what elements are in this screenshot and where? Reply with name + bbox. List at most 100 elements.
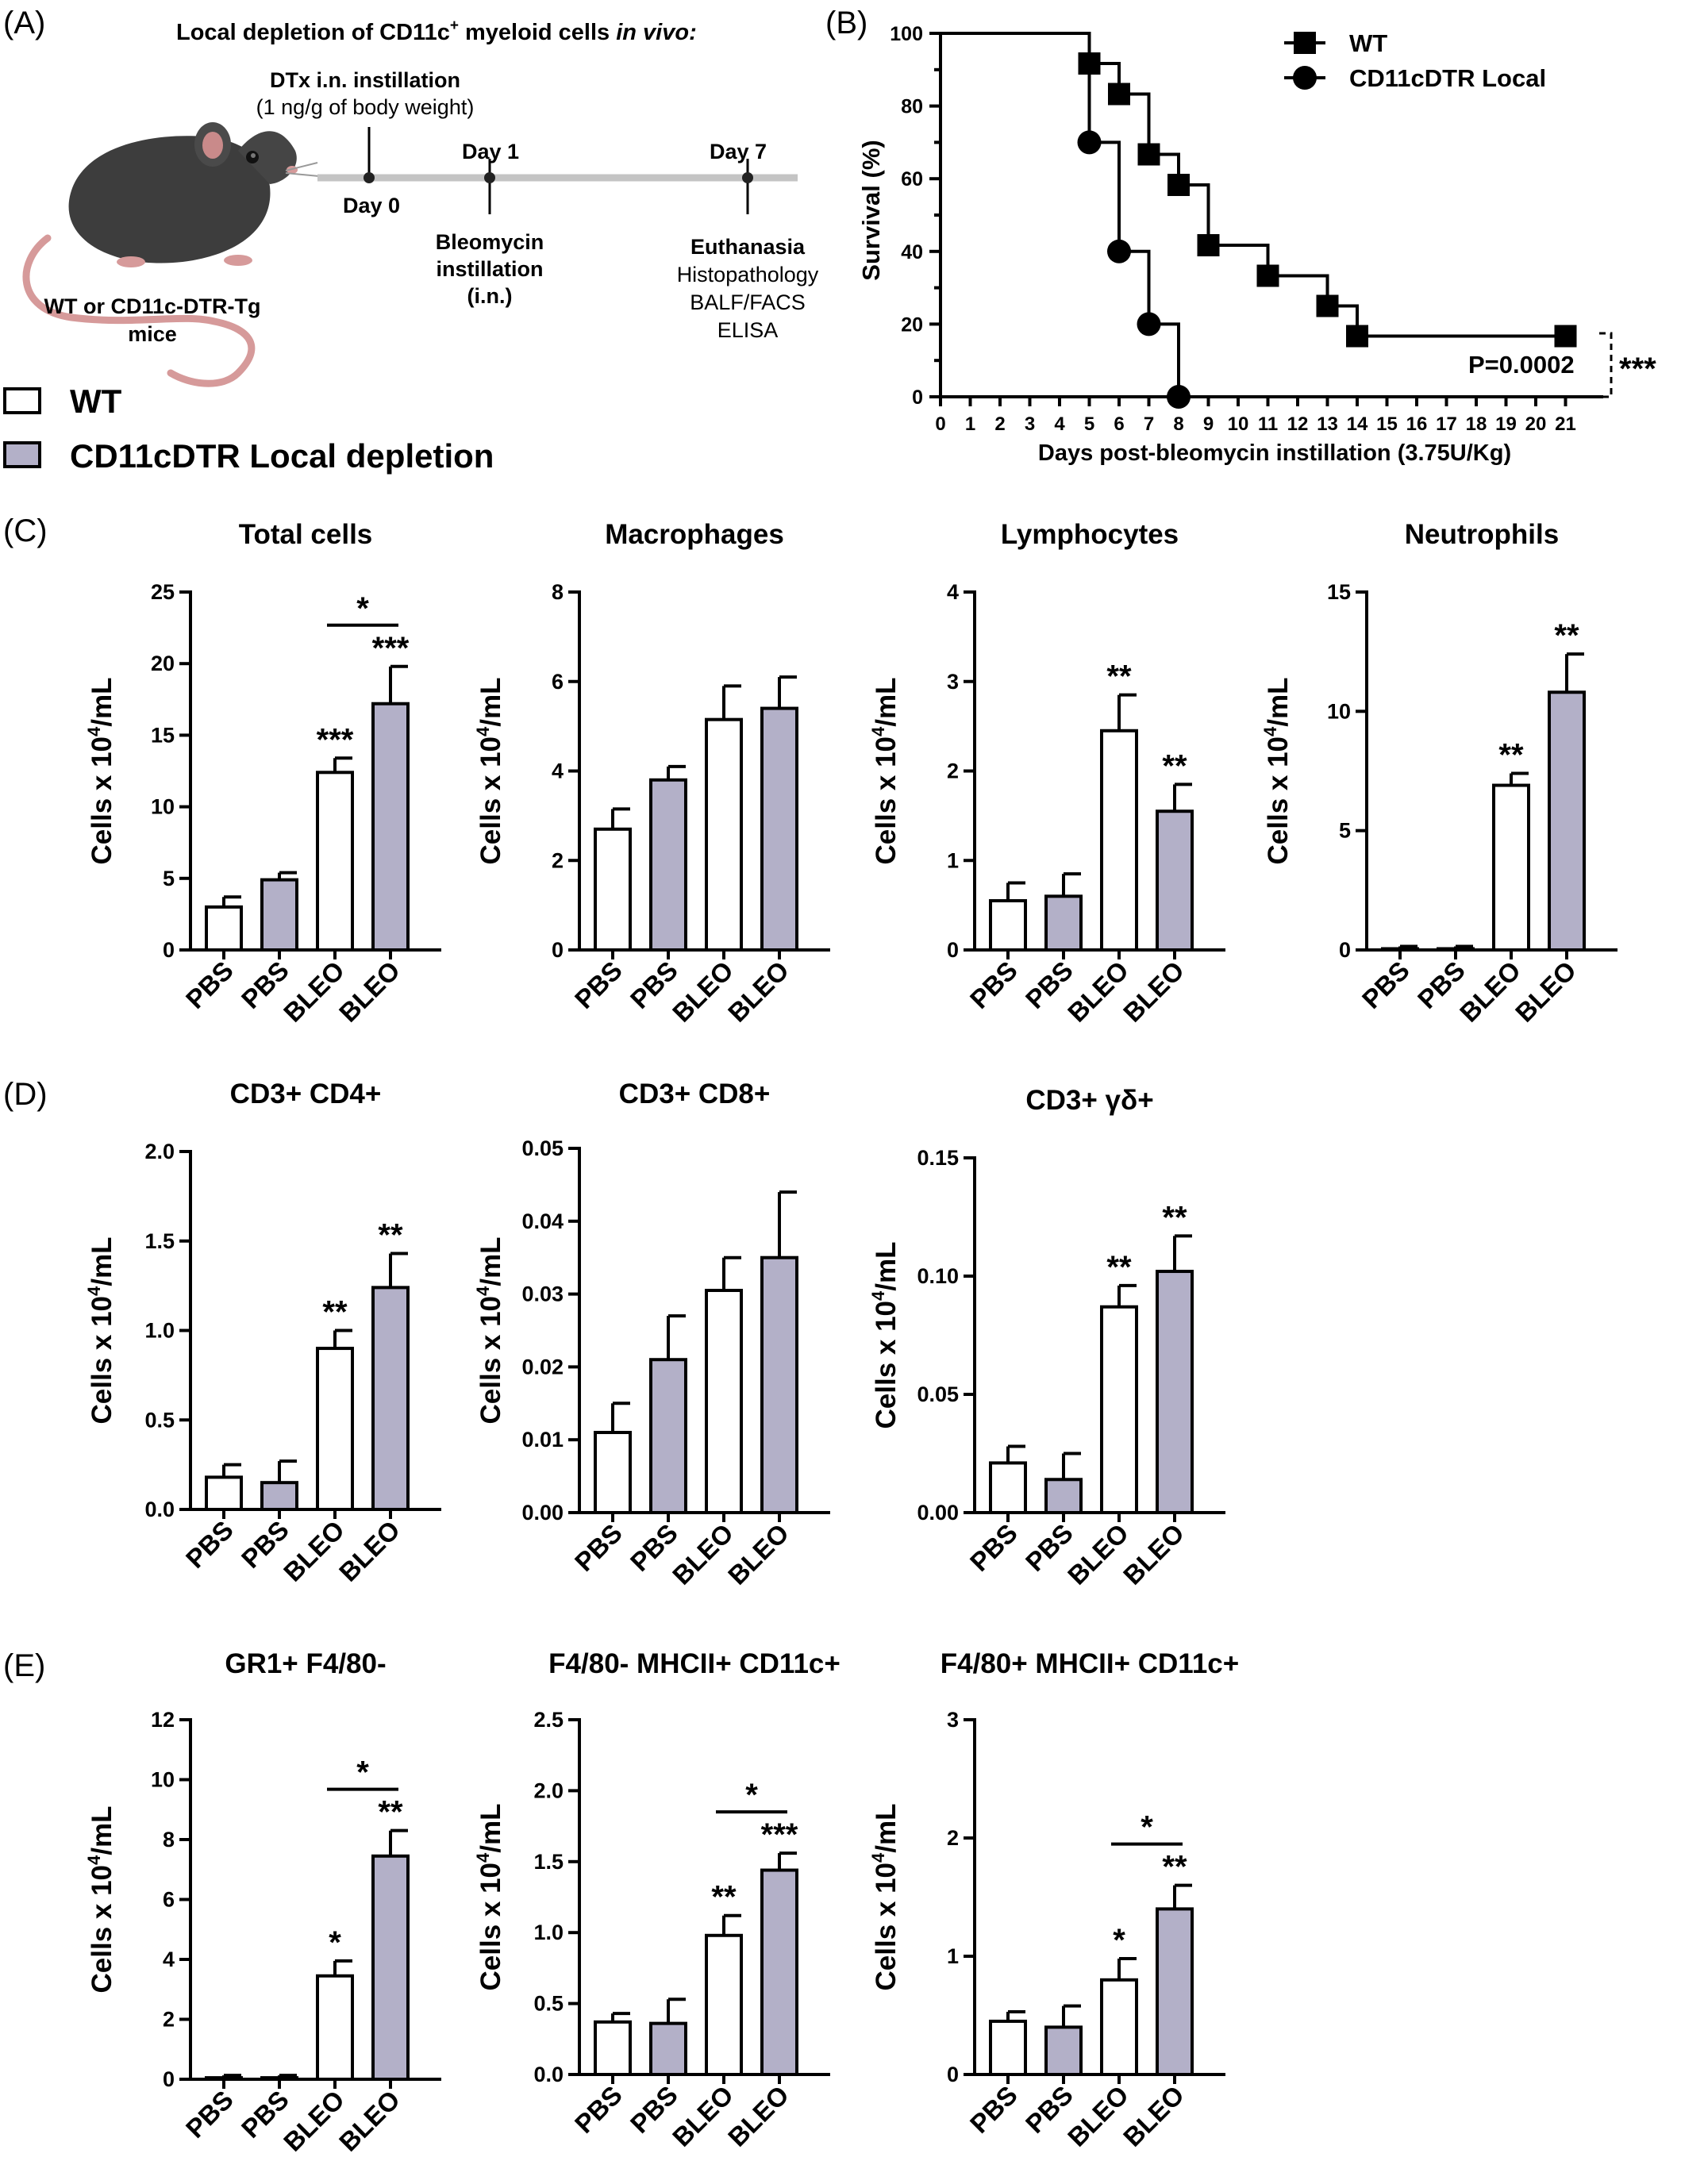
ylabel-unit: /mL — [87, 678, 117, 727]
y-tick-label: 0 — [163, 938, 175, 962]
day1-label: Day 1 — [462, 140, 519, 163]
y-tick-label: 2 — [552, 848, 564, 872]
y-tick-label: 4 — [947, 580, 959, 604]
bracket-significance: * — [356, 1755, 369, 1790]
y-tick-label: 10 — [1327, 699, 1351, 723]
x-tick-label: BLEO — [1117, 2080, 1190, 2152]
schematic-panel: Local depletion of CD11c+ myeloid cells … — [22, 17, 819, 387]
survival-marker-wt — [1316, 294, 1339, 317]
y-tick-label: 0.15 — [917, 1146, 959, 1170]
ylabel-text: Cells x 10 — [1263, 736, 1294, 865]
chart-title: Total cells — [239, 519, 373, 550]
ylabel-text: Cells x 10 — [475, 736, 506, 865]
y-tick-label: 2 — [163, 2008, 175, 2032]
bar-wt — [594, 2020, 632, 2076]
significance-marker: *** — [372, 631, 410, 666]
chart-title: CD3+ CD8+ — [619, 1079, 771, 1109]
bar-dtr — [371, 702, 410, 952]
bracket-significance: * — [1141, 1810, 1153, 1845]
panel-label-a: (A) — [3, 6, 45, 40]
bar-wt — [316, 1347, 354, 1512]
chart-ylabel: Cells x 104/mL — [868, 1804, 902, 1991]
panel-label-b: (B) — [825, 6, 867, 40]
ylabel-exponent: 4 — [84, 726, 104, 736]
x-tick-label: PBS — [964, 1518, 1023, 1577]
significance-marker: ** — [1162, 1850, 1187, 1885]
bar-chart-5: CD3+ CD4+ Cells x 104/mL 0.0 0.5 1.0 1.5 2.0 PB… — [84, 1079, 441, 1587]
survival-y-tick-label: 0 — [912, 386, 923, 409]
y-tick-label: 3 — [947, 1708, 959, 1732]
y-tick-label: 8 — [552, 580, 564, 604]
x-tick-label: BLEO — [1454, 956, 1526, 1028]
survival-x-tick-label: 9 — [1203, 413, 1214, 435]
x-tick-label: PBS — [1356, 956, 1415, 1014]
chart-title: CD3+ CD4+ — [230, 1079, 382, 1109]
y-tick-label: 0.0 — [144, 1498, 175, 1521]
euthanasia-label: Euthanasia — [690, 235, 806, 259]
y-tick-label: 6 — [552, 670, 564, 694]
x-tick-label: BLEO — [1062, 956, 1134, 1028]
bar-chart-8: GR1+ F4/80-Cells x 104/mL024681012PBSPBS… — [84, 1648, 441, 2157]
x-tick-label: BLEO — [1117, 956, 1190, 1028]
timeline-day1-dot — [484, 172, 495, 183]
x-tick-label: BLEO — [722, 2080, 794, 2152]
chart-ylabel: Cells x 104/mL — [868, 678, 902, 865]
survival-marker-dtr — [1077, 130, 1102, 155]
bar-wt — [594, 1431, 632, 1515]
survival-pvalue: P=0.0002 — [1468, 351, 1575, 379]
ylabel-unit: /mL — [871, 678, 902, 727]
bracket-significance: * — [356, 591, 369, 626]
significance-marker: ** — [1162, 1200, 1187, 1235]
x-tick-label: PBS — [569, 1518, 628, 1577]
mouse-illustration — [22, 122, 320, 387]
chart-ylabel: Cells x 104/mL — [473, 678, 506, 865]
survival-x-tick-label: 14 — [1347, 413, 1368, 435]
panel-label-d: (D) — [3, 1077, 48, 1112]
significance-marker: * — [329, 1925, 341, 1960]
bar-wt — [316, 1974, 354, 2081]
bar-dtr — [1437, 947, 1475, 952]
ylabel-exponent: 4 — [1260, 726, 1280, 736]
bar-dtr — [1044, 1478, 1083, 1515]
ylabel-exponent: 4 — [84, 1855, 104, 1865]
chart-title: CD3+ γδ+ — [1025, 1085, 1153, 1116]
bar-wt — [989, 1461, 1027, 1515]
survival-x-tick-label: 5 — [1084, 413, 1094, 435]
bar-dtr — [760, 706, 798, 952]
survival-line-dtr — [941, 32, 1180, 397]
y-tick-label: 0.02 — [521, 1355, 564, 1378]
chart-ylabel: Cells x 104/mL — [84, 678, 117, 865]
legend-wt-swatch — [3, 387, 41, 414]
chart-ylabel: Cells x 104/mL — [1260, 678, 1294, 865]
y-tick-label: 1.5 — [144, 1229, 175, 1253]
x-tick-label: PBS — [180, 2085, 239, 2144]
survival-x-tick-label: 19 — [1495, 413, 1517, 435]
bar-dtr — [1156, 1270, 1194, 1515]
chart-title: Macrophages — [605, 519, 784, 550]
bar-wt — [205, 1475, 243, 1512]
bar-dtr — [371, 1286, 410, 1511]
survival-x-tick-label: 13 — [1317, 413, 1338, 435]
ylabel-unit: /mL — [87, 1806, 117, 1855]
bar-wt — [316, 771, 354, 952]
ylabel-exponent: 4 — [473, 1286, 493, 1296]
ylabel-unit: /mL — [871, 1804, 902, 1853]
survival-x-tick-label: 8 — [1173, 413, 1183, 435]
y-tick-label: 25 — [151, 580, 175, 604]
y-tick-label: 10 — [151, 795, 175, 819]
legend-dtr-label: CD11cDTR Local depletion — [70, 437, 494, 475]
bar-chart-6: CD3+ CD8+ Cells x 104/mL 0.00 0.01 0.02 0.03 0… — [473, 1079, 830, 1590]
mouse-caption-2: mice — [128, 322, 177, 346]
y-tick-label: 0.5 — [533, 1992, 564, 2016]
y-tick-label: 1 — [947, 1944, 959, 1968]
y-tick-label: 0.04 — [521, 1209, 564, 1233]
x-tick-label: PBS — [964, 2080, 1023, 2139]
mouse-caption-1: WT or CD11c-DTR-Tg — [44, 294, 261, 318]
y-tick-label: 2.0 — [144, 1140, 175, 1163]
bar-dtr — [1548, 690, 1586, 952]
survival-y-tick-label: 40 — [901, 241, 923, 263]
bar-wt — [594, 827, 632, 952]
survival-x-tick-label: 4 — [1054, 413, 1065, 435]
y-tick-label: 1.0 — [144, 1319, 175, 1343]
